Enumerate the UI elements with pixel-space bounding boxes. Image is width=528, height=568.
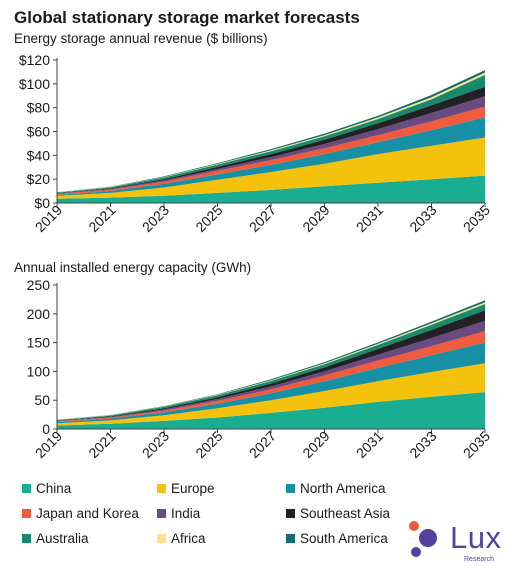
legend-label-south-america: South America	[300, 530, 388, 546]
x-tick-label: 2031	[353, 428, 386, 461]
legend-swatch-africa	[157, 533, 166, 543]
x-tick-label: 2021	[85, 202, 118, 235]
x-tick-label: 2035	[460, 202, 493, 235]
lux-research-logo: Lux Research	[404, 518, 524, 566]
lux-logo-mark-icon	[409, 521, 437, 557]
y-tick-label: $20	[27, 171, 51, 187]
x-tick-label: 2023	[139, 202, 172, 235]
x-tick-label: 2021	[85, 428, 118, 461]
legend-swatch-japan-and-korea	[22, 508, 31, 518]
legend-swatch-south-america	[286, 533, 295, 543]
y-tick-label: 150	[27, 335, 51, 351]
legend-swatch-north-america	[286, 483, 295, 493]
legend-item-india: India	[157, 505, 200, 521]
x-tick-label: 2029	[299, 202, 332, 235]
legend-label-australia: Australia	[36, 530, 89, 546]
x-tick-label: 2025	[192, 202, 225, 235]
legend-item-north-america: North America	[286, 480, 386, 496]
y-tick-label: $100	[19, 76, 50, 92]
legend-label-europe: Europe	[171, 480, 215, 496]
chart-legend: China Europe North America Japan and Kor…	[22, 480, 422, 552]
x-tick-label: 2031	[353, 202, 386, 235]
y-tick-label: $40	[27, 147, 51, 163]
legend-label-southeast-asia: Southeast Asia	[300, 505, 391, 521]
legend-item-southeast-asia: Southeast Asia	[286, 505, 390, 521]
legend-item-australia: Australia	[22, 530, 89, 546]
logo-wordmark: Lux	[450, 520, 502, 555]
y-tick-label: 250	[27, 278, 51, 293]
y-tick-label: 50	[34, 392, 50, 408]
y-tick-label: $120	[19, 52, 50, 68]
legend-item-japan-and-korea: Japan and Korea	[22, 505, 139, 521]
y-tick-label: $60	[27, 124, 51, 140]
chart-1-subtitle: Energy storage annual revenue ($ billion…	[14, 31, 268, 46]
y-tick-label: $0	[34, 195, 50, 211]
x-tick-label: 2035	[460, 428, 493, 461]
legend-swatch-china	[22, 483, 31, 493]
chart-2-subtitle: Annual installed energy capacity (GWh)	[14, 260, 252, 275]
x-tick-label: 2033	[406, 202, 439, 235]
legend-label-africa: Africa	[171, 530, 206, 546]
logo-subtext: Research	[464, 556, 494, 563]
capacity-area-chart: 0 50 100 150 200 250 2019 2021 2023 2025 2027 2029 2…	[27, 278, 494, 461]
legend-item-africa: Africa	[157, 530, 206, 546]
legend-item-europe: Europe	[157, 480, 215, 496]
logo-dot-purple-large	[419, 529, 437, 547]
y-tick-label: 0	[42, 421, 50, 437]
y-tick-label: $80	[27, 100, 51, 116]
x-tick-label: 2027	[246, 202, 279, 235]
area-china	[57, 175, 485, 203]
y-tick-label: 100	[27, 363, 51, 379]
area-europe	[57, 363, 485, 426]
x-tick-label: 2027	[246, 428, 279, 461]
x-tick-label: 2033	[406, 428, 439, 461]
legend-label-japan-and-korea: Japan and Korea	[36, 505, 139, 521]
x-tick-label: 2029	[299, 428, 332, 461]
legend-item-china: China	[22, 480, 71, 496]
legend-swatch-southeast-asia	[286, 508, 295, 518]
legend-swatch-europe	[157, 483, 166, 493]
legend-swatch-australia	[22, 533, 31, 543]
legend-label-china: China	[36, 480, 72, 496]
area-china	[57, 392, 485, 429]
legend-label-north-america: North America	[300, 480, 386, 496]
x-tick-label: 2025	[192, 428, 225, 461]
y-tick-label: 200	[27, 306, 51, 322]
legend-item-south-america: South America	[286, 530, 388, 546]
logo-dot-orange	[409, 521, 419, 531]
area-europe	[57, 137, 485, 199]
logo-dot-purple-small	[411, 547, 421, 557]
x-tick-label: 2023	[139, 428, 172, 461]
page-title: Global stationary storage market forecas…	[14, 8, 360, 27]
legend-label-india: India	[171, 505, 201, 521]
x-tick-label: 2019	[32, 428, 65, 461]
legend-swatch-india	[157, 508, 166, 518]
